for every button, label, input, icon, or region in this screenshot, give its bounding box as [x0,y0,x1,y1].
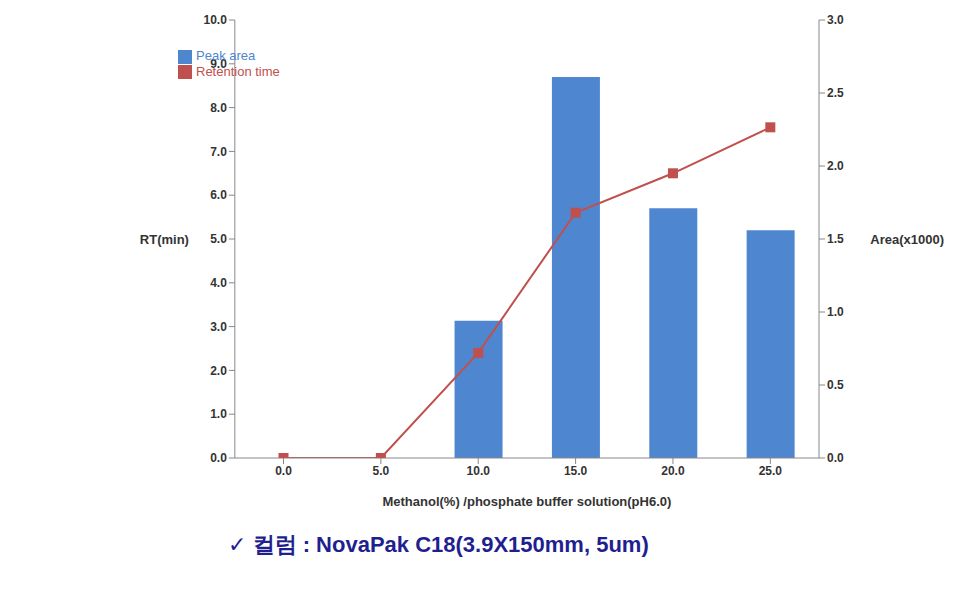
svg-text:7.0: 7.0 [210,145,227,159]
svg-text:RT(min): RT(min) [140,232,189,247]
svg-text:10.0: 10.0 [467,464,491,478]
svg-text:10.0: 10.0 [203,13,227,27]
svg-text:3.0: 3.0 [827,13,844,27]
svg-text:5.0: 5.0 [373,464,390,478]
svg-text:25.0: 25.0 [759,464,783,478]
svg-text:0.0: 0.0 [210,451,227,465]
svg-text:Area(x1000): Area(x1000) [870,232,944,247]
svg-text:1.5: 1.5 [827,232,844,246]
svg-text:0.0: 0.0 [275,464,292,478]
svg-text:20.0: 20.0 [661,464,685,478]
svg-text:2.0: 2.0 [210,364,227,378]
svg-text:0.0: 0.0 [827,451,844,465]
svg-text:8.0: 8.0 [210,101,227,115]
svg-text:6.0: 6.0 [210,188,227,202]
svg-text:3.0: 3.0 [210,320,227,334]
svg-text:1.0: 1.0 [210,407,227,421]
svg-text:Methanol(%) /phosphate buffer: Methanol(%) /phosphate buffer solution(p… [382,494,671,509]
svg-text:1.0: 1.0 [827,305,844,319]
svg-text:0.5: 0.5 [827,378,844,392]
svg-text:15.0: 15.0 [564,464,588,478]
svg-text:9.0: 9.0 [210,57,227,71]
svg-text:5.0: 5.0 [210,232,227,246]
svg-text:2.0: 2.0 [827,159,844,173]
svg-text:4.0: 4.0 [210,276,227,290]
svg-text:2.5: 2.5 [827,86,844,100]
